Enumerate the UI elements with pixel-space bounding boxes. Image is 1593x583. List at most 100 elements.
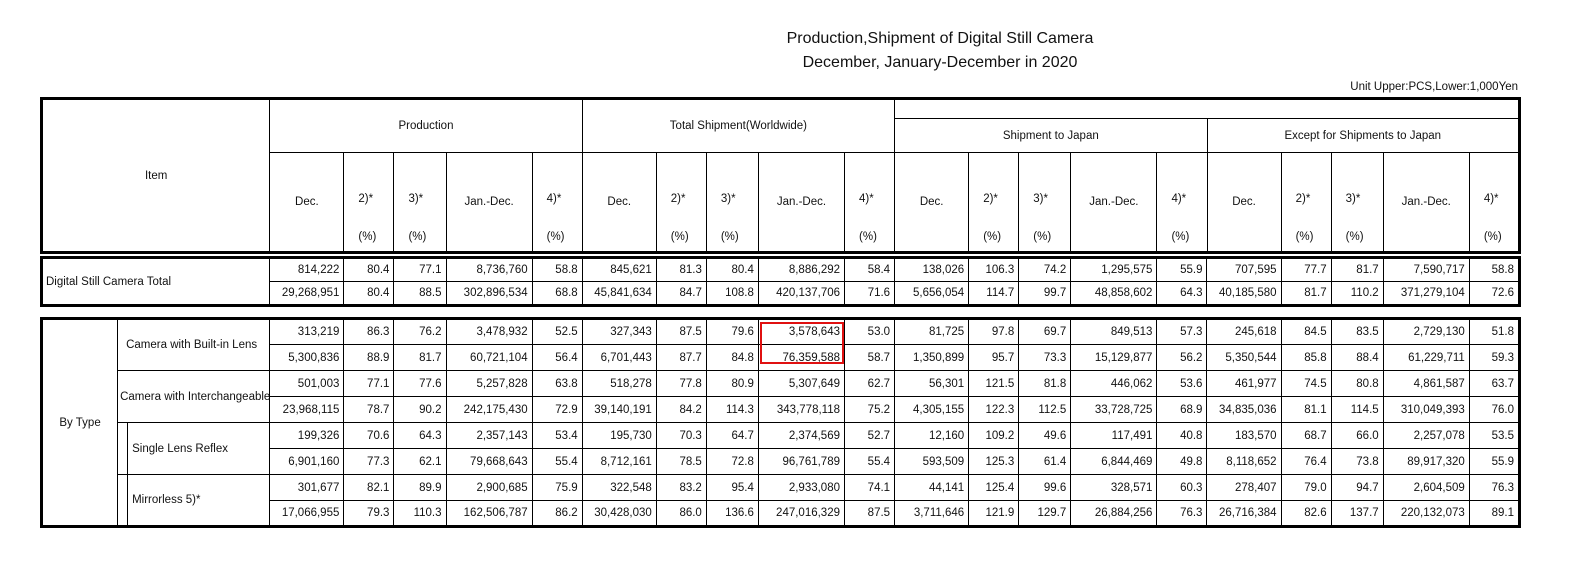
col-header: 4)* (%) [844,152,896,253]
item-header: Item [40,98,271,253]
value-cell: 461,977 [1206,370,1282,397]
value-cell: 76.2 [393,318,447,345]
value-cell: 114.5 [1330,396,1384,423]
value-cell: 278,407 [1206,474,1282,501]
unit-note: Unit Upper:PCS,Lower:1,000Yen [1350,81,1518,93]
value-cell: 80.4 [705,257,759,282]
col-header-label: 4)* [1483,193,1499,205]
pct-label: (%) [1171,231,1190,243]
value-cell: 39,140,191 [581,396,657,423]
value-cell: 53.4 [531,422,583,449]
indent-cell [117,474,129,527]
table-row: 29,268,951 80.4 88.5 302,896,534 68.8 45,841,… [42,281,1521,306]
value-cell: 66.0 [1330,422,1384,449]
col-header: 4)* (%) [1156,152,1208,253]
value-cell: 78.5 [655,448,707,475]
value-cell: 74.1 [843,474,896,501]
value-cell: 3,478,932 [445,318,533,345]
value-cell: 86.0 [655,500,707,527]
value-cell: 70.3 [655,422,707,449]
value-cell: 82.1 [343,474,395,501]
col-header: Dec. [1206,152,1282,253]
row-label-type: Camera with Built-in Lens [117,318,271,371]
value-cell: 301,677 [269,474,345,501]
value-cell: 64.3 [1156,281,1208,306]
value-cell: 121.5 [968,370,1020,397]
value-cell: 12,160 [894,422,970,449]
value-cell: 80.9 [705,370,759,397]
value-cell: 95.4 [705,474,759,501]
value-cell: 26,716,384 [1206,500,1282,527]
col-header: 2)* (%) [343,152,395,253]
value-cell: 99.7 [1018,281,1072,306]
value-cell: 53.5 [1468,422,1521,449]
value-cell: 76.3 [1156,500,1208,527]
table-row: 23,968,115 78.7 90.2 242,175,430 72.9 39,140,… [42,396,1521,423]
value-cell: 108.8 [705,281,759,306]
value-cell: 49.6 [1018,422,1072,449]
value-cell: 328,571 [1070,474,1158,501]
value-cell: 88.9 [343,344,395,371]
value-cell: 80.4 [343,257,395,282]
value-cell: 77.1 [393,257,447,282]
value-cell: 79.6 [705,318,759,345]
value-cell: 84.7 [655,281,707,306]
value-cell: 371,279,104 [1382,281,1470,306]
value-cell: 78.7 [343,396,395,423]
value-cell: 84.5 [1280,318,1332,345]
row-label-type: Camera with Interchangeable Lens [117,370,271,423]
value-cell: 23,968,115 [269,396,345,423]
col-header: Dec. [581,152,657,253]
value-cell: 242,175,430 [445,396,533,423]
value-cell: 51.8 [1468,318,1521,345]
value-cell: 79.3 [343,500,395,527]
value-cell: 30,428,030 [581,500,657,527]
value-cell: 245,618 [1206,318,1282,345]
value-cell: 199,326 [269,422,345,449]
value-cell: 6,901,160 [269,448,345,475]
value-cell: 55.9 [1156,257,1208,282]
table-row: By Type Camera with Built-in Lens 313,219 8… [40,318,1521,527]
value-cell: 29,268,951 [269,281,345,306]
value-cell: 87.5 [843,500,896,527]
value-cell: 80.4 [343,281,395,306]
value-cell: 310,049,393 [1382,396,1470,423]
value-cell: 95.7 [968,344,1020,371]
value-cell: 77.3 [343,448,395,475]
col-header-label: 4)* [1171,193,1187,205]
pct-label: (%) [1345,231,1364,243]
value-cell: 40.8 [1156,422,1208,449]
value-cell: 74.5 [1280,370,1332,397]
value-cell: 707,595 [1206,257,1282,282]
pct-label: (%) [358,231,377,243]
value-cell: 84.2 [655,396,707,423]
value-cell: 81.7 [1330,257,1384,282]
value-cell: 114.7 [968,281,1020,306]
value-cell: 814,222 [269,257,345,282]
value-cell: 3,711,646 [894,500,970,527]
value-cell: 49.8 [1156,448,1208,475]
value-cell: 8,712,161 [581,448,657,475]
value-cell: 313,219 [269,318,345,345]
value-cell: 518,278 [581,370,657,397]
pct-label: (%) [983,231,1002,243]
value-cell: 5,350,544 [1206,344,1282,371]
value-cell: 89,917,320 [1382,448,1470,475]
value-cell: 1,350,899 [894,344,970,371]
value-cell: 88.5 [393,281,447,306]
col-header-label: 2)* [670,193,686,205]
value-cell: 125.3 [968,448,1020,475]
value-cell: 195,730 [581,422,657,449]
value-cell: 55.4 [531,448,583,475]
header-top-strip [894,98,1520,119]
value-cell: 112.5 [1018,396,1072,423]
col-header: Jan.-Dec. [1382,152,1470,253]
value-cell: 58.7 [843,344,896,371]
col-header: Dec. [269,152,345,253]
value-cell: 89.9 [393,474,447,501]
value-cell: 117,491 [1070,422,1158,449]
col-header-label: 2)* [358,193,374,205]
value-cell: 61,229,711 [1382,344,1470,371]
table-row: Mirrorless 5)* 301,677 82.1 89.9 2,900,685 75… [42,474,1521,527]
value-cell: 96,761,789 [757,448,846,475]
